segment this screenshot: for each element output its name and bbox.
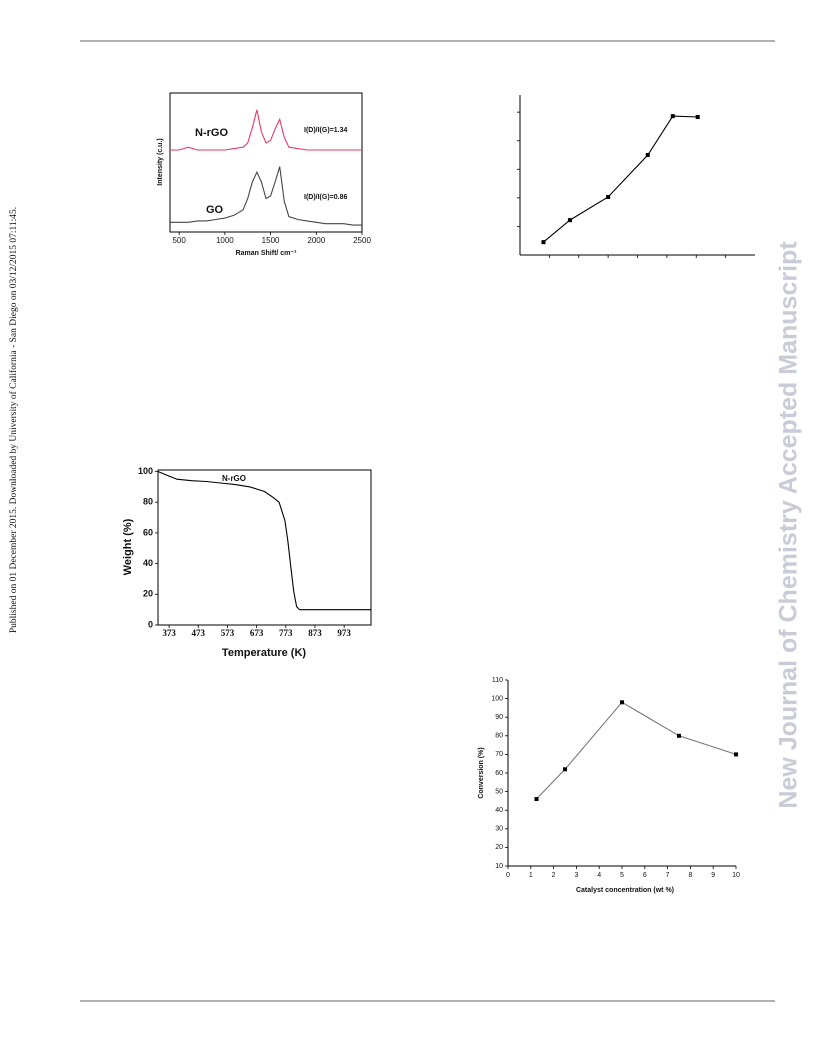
x-axis-label: Temperature (K) (222, 647, 306, 659)
x-tick-label: 1 (529, 872, 533, 879)
annotation: I(D)/I(G)=0.86 (304, 194, 347, 201)
y-tick-label: 20 (143, 589, 153, 599)
y-tick-label: 80 (495, 733, 503, 740)
x-tick-label: 3 (574, 872, 578, 879)
annotation: N-rGO (222, 474, 246, 483)
plot-frame (157, 469, 372, 626)
x-tick-label: 973 (337, 628, 351, 638)
side-note: Published on 01 December 2015. Downloade… (8, 207, 19, 633)
x-tick-label: 4 (597, 872, 601, 879)
data-point (534, 797, 539, 802)
y-tick-label: 100 (138, 466, 153, 476)
x-tick-label: 9 (711, 872, 715, 879)
x-tick-label: 0 (506, 872, 510, 879)
data-point (734, 752, 738, 757)
y-tick-label: 30 (495, 826, 503, 833)
x-tick-label: 773 (279, 628, 293, 638)
data-point (645, 153, 650, 157)
x-axis-label: Catalyst concentration (wt %) (576, 887, 674, 894)
data-line (536, 701, 737, 800)
x-tick-label: 5 (620, 872, 624, 879)
y-tick-label: 40 (495, 807, 503, 814)
x-tick-label: 8 (688, 872, 692, 879)
data-line (170, 109, 362, 151)
y-tick-label: 20 (495, 844, 503, 851)
y-tick-label: 70 (495, 751, 503, 758)
data-line (543, 115, 698, 243)
x-tick-label: 1000 (216, 236, 234, 245)
y-axis-label: Intensity (c.u.) (157, 138, 164, 185)
x-tick-label: 2 (552, 872, 556, 879)
y-axis-label: Conversion (%) (478, 747, 485, 798)
x-tick-label: 473 (192, 628, 206, 638)
annotation: I(D)/I(G)=1.34 (304, 127, 347, 134)
data-point (563, 767, 567, 772)
x-tick-label: 2500 (353, 236, 371, 245)
y-tick-label: 60 (495, 770, 503, 777)
y-tick-label: 110 (492, 677, 503, 684)
y-tick-label: 100 (491, 695, 503, 702)
x-tick-label: 673 (250, 628, 264, 638)
y-tick-label: 90 (495, 714, 503, 721)
x-tick-label: 7 (666, 872, 670, 879)
y-tick-label: 80 (143, 497, 153, 507)
x-tick-label: 373 (162, 628, 176, 638)
x-tick-label: 1500 (262, 236, 280, 245)
x-axis-label: Raman Shift/ cm⁻¹ (236, 250, 298, 257)
data-point (677, 733, 681, 738)
y-tick-label: 0 (148, 619, 153, 629)
x-tick-label: 873 (308, 628, 322, 638)
data-line (157, 470, 371, 611)
series-label: N-rGO (195, 127, 228, 139)
y-tick-label: 10 (495, 863, 503, 870)
x-tick-label: 2000 (307, 236, 325, 245)
data-point (620, 700, 624, 705)
x-tick-label: 10 (732, 872, 740, 879)
y-tick-label: 60 (143, 527, 153, 537)
x-tick-label: 573 (221, 628, 235, 638)
data-point (695, 115, 700, 119)
series-label: GO (206, 204, 224, 216)
data-point (606, 195, 611, 199)
data-point (670, 114, 675, 119)
data-point (541, 240, 546, 245)
data-point (567, 218, 572, 223)
plot-frame (169, 92, 363, 233)
x-tick-label: 500 (172, 236, 186, 245)
watermark: New Journal of Chemistry Accepted Manusc… (775, 241, 803, 809)
data-line (170, 166, 362, 226)
x-tick-label: 6 (643, 872, 647, 879)
y-tick-label: 40 (143, 558, 153, 568)
y-tick-label: 50 (495, 788, 503, 795)
y-axis-label: Weight (%) (122, 518, 134, 575)
